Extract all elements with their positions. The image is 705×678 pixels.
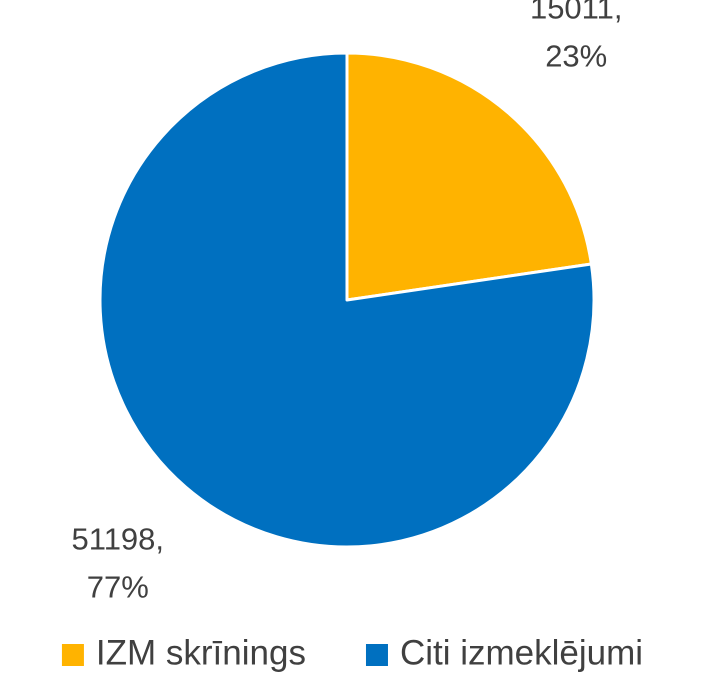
pie-slice	[345, 51, 593, 302]
legend-swatch	[365, 644, 388, 666]
data-label: 51198,	[72, 522, 165, 557]
legend-swatch	[61, 644, 84, 666]
data-label: 23%	[545, 39, 607, 74]
legend-label: Citi izmeklējumi	[400, 633, 643, 672]
data-label: 15011,	[530, 0, 623, 26]
data-label: 77%	[87, 570, 149, 605]
legend-label: IZM skrīnings	[96, 633, 306, 672]
pie-slice	[98, 51, 596, 549]
